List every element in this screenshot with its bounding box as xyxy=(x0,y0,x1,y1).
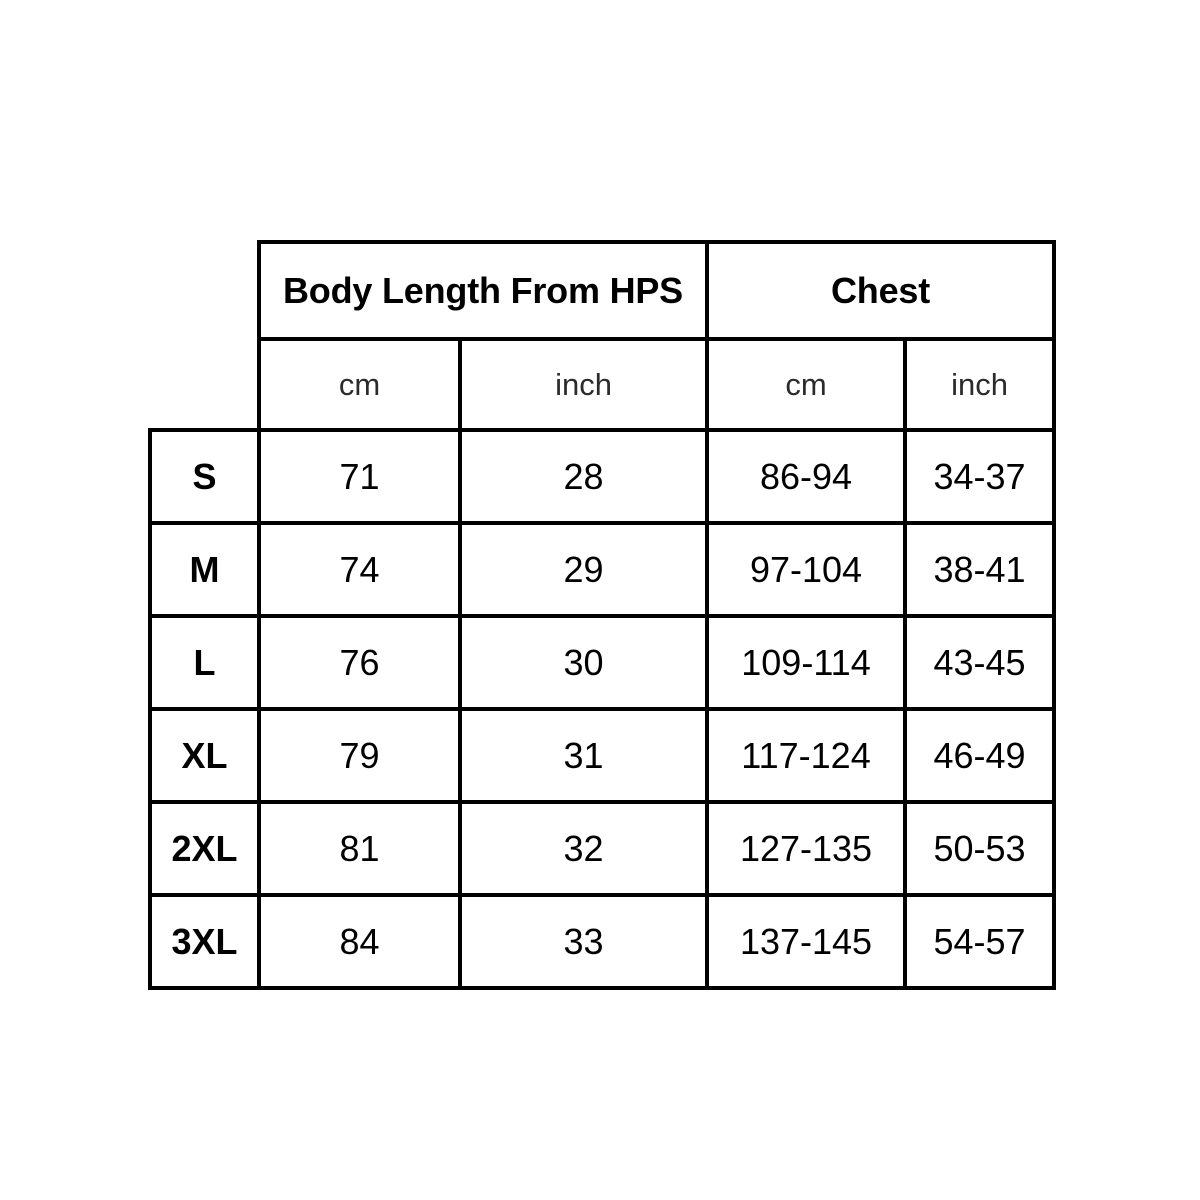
body-length-cm: 71 xyxy=(257,428,462,525)
table-row: M 74 29 97-104 38-41 xyxy=(148,521,1056,618)
chest-cm: 137-145 xyxy=(705,893,907,990)
table-row: 3XL 84 33 137-145 54-57 xyxy=(148,893,1056,990)
unit-header-body-length-cm: cm xyxy=(257,337,462,432)
size-label: M xyxy=(148,521,261,618)
size-chart-table: Body Length From HPS Chest cm inch cm in… xyxy=(148,240,1056,990)
size-label: XL xyxy=(148,707,261,804)
corner-blank-cell xyxy=(150,242,259,339)
chest-cm: 86-94 xyxy=(705,428,907,525)
body-length-cm: 84 xyxy=(257,893,462,990)
chest-inch: 38-41 xyxy=(903,521,1056,618)
chest-inch: 46-49 xyxy=(903,707,1056,804)
body-length-inch: 33 xyxy=(458,893,709,990)
unit-header-row: cm inch cm inch xyxy=(150,337,1056,432)
table-row: S 71 28 86-94 34-37 xyxy=(148,428,1056,525)
chest-cm: 97-104 xyxy=(705,521,907,618)
group-header-chest: Chest xyxy=(705,240,1056,341)
size-label: 3XL xyxy=(148,893,261,990)
table-row: 2XL 81 32 127-135 50-53 xyxy=(148,800,1056,897)
body-length-cm: 74 xyxy=(257,521,462,618)
chest-cm: 117-124 xyxy=(705,707,907,804)
table-row: XL 79 31 117-124 46-49 xyxy=(148,707,1056,804)
unit-header-chest-cm: cm xyxy=(705,337,907,432)
chest-inch: 50-53 xyxy=(903,800,1056,897)
body-length-inch: 29 xyxy=(458,521,709,618)
group-header-body-length: Body Length From HPS xyxy=(257,240,709,341)
chest-inch: 54-57 xyxy=(903,893,1056,990)
body-length-inch: 28 xyxy=(458,428,709,525)
chest-inch: 43-45 xyxy=(903,614,1056,711)
body-length-cm: 81 xyxy=(257,800,462,897)
body-length-inch: 32 xyxy=(458,800,709,897)
chest-inch: 34-37 xyxy=(903,428,1056,525)
size-label: S xyxy=(148,428,261,525)
table-row: L 76 30 109-114 43-45 xyxy=(148,614,1056,711)
body-length-inch: 30 xyxy=(458,614,709,711)
body-length-cm: 76 xyxy=(257,614,462,711)
corner-blank-cell-2 xyxy=(150,339,259,430)
size-label: L xyxy=(148,614,261,711)
chest-cm: 127-135 xyxy=(705,800,907,897)
body-length-cm: 79 xyxy=(257,707,462,804)
unit-header-chest-inch: inch xyxy=(903,337,1056,432)
body-length-inch: 31 xyxy=(458,707,709,804)
chest-cm: 109-114 xyxy=(705,614,907,711)
size-label: 2XL xyxy=(148,800,261,897)
unit-header-body-length-inch: inch xyxy=(458,337,709,432)
group-header-row: Body Length From HPS Chest xyxy=(150,240,1056,341)
